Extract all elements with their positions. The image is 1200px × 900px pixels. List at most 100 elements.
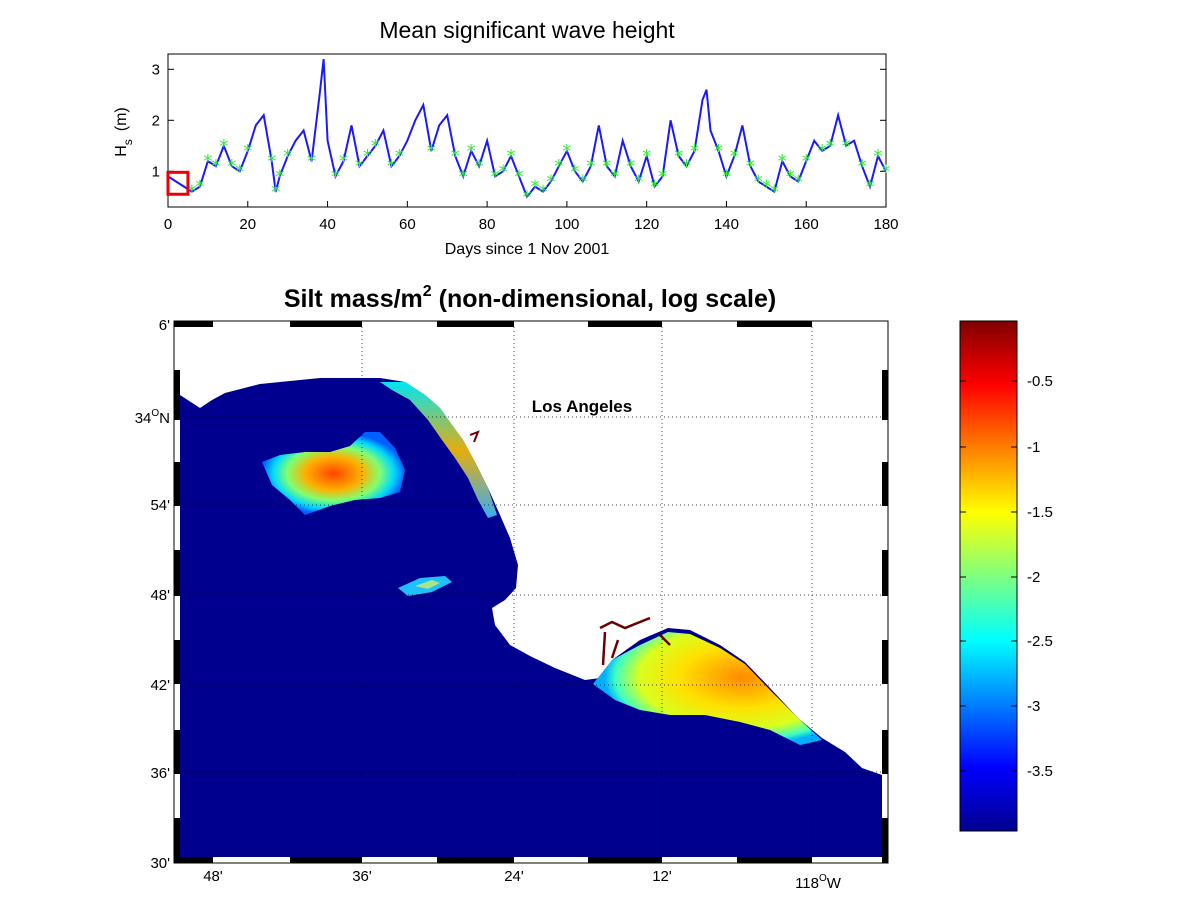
border-tick-left bbox=[174, 462, 180, 506]
observation-marker: * bbox=[307, 151, 316, 172]
observation-marker: * bbox=[682, 156, 691, 177]
observation-marker: * bbox=[515, 166, 524, 187]
x-tick-label: 60 bbox=[399, 216, 416, 233]
x-tick-label: 40 bbox=[319, 216, 336, 233]
x-tick-label: 160 bbox=[794, 216, 819, 233]
observation-marker: * bbox=[866, 177, 875, 198]
observation-marker: * bbox=[714, 141, 723, 162]
observation-marker: * bbox=[570, 161, 579, 182]
border-tick-right bbox=[882, 640, 888, 684]
x-tick-labels: 0 20 40 60 80 100 120 140 160 180 bbox=[164, 216, 899, 233]
x-tick-label: 140 bbox=[714, 216, 739, 233]
border-tick-top bbox=[437, 321, 514, 327]
top-chart-frame bbox=[167, 53, 887, 208]
colorbar-tick-label: -2 bbox=[1027, 569, 1040, 586]
silt-hotspot-north bbox=[262, 432, 405, 515]
svg-text:Hs(m): Hs (m) bbox=[113, 107, 135, 157]
observation-marker: * bbox=[499, 161, 508, 182]
observation-marker: * bbox=[690, 141, 699, 162]
observation-marker: * bbox=[395, 146, 404, 167]
lat-label-36: 36' bbox=[150, 765, 170, 782]
observation-marker: * bbox=[546, 172, 555, 193]
observation-marker: * bbox=[271, 182, 280, 203]
observation-marker: * bbox=[746, 156, 755, 177]
lat-label-54: 54' bbox=[150, 497, 170, 514]
lon-118-suffix: W bbox=[827, 875, 842, 892]
border-tick-bottom bbox=[437, 857, 514, 863]
observation-marker: * bbox=[427, 141, 436, 162]
observation-marker: * bbox=[634, 172, 643, 193]
observation-marker: * bbox=[467, 141, 476, 162]
colorbar-tick-label: -3.5 bbox=[1027, 763, 1053, 780]
border-tick-right bbox=[882, 370, 888, 420]
border-tick-left bbox=[174, 730, 180, 774]
border-tick-bottom bbox=[737, 857, 812, 863]
colorbar: -0.5 -1 -1.5 -2 -2.5 -3 -3.5 bbox=[959, 320, 1053, 832]
lat-34-suffix: N bbox=[159, 410, 170, 427]
observation-marker: * bbox=[451, 146, 460, 167]
lat-label-42: 42' bbox=[150, 677, 170, 694]
observation-marker: * bbox=[610, 166, 619, 187]
harbor-detail-2 bbox=[469, 430, 480, 443]
observation-marker: * bbox=[626, 156, 635, 177]
border-tick-bottom bbox=[290, 857, 362, 863]
observation-marker: * bbox=[227, 156, 236, 177]
observation-marker: * bbox=[363, 146, 372, 167]
observation-marker: * bbox=[642, 146, 651, 167]
observation-marker: * bbox=[874, 146, 883, 167]
observation-marker: * bbox=[283, 146, 292, 167]
observation-marker: * bbox=[267, 151, 276, 172]
observation-marker: * bbox=[586, 156, 595, 177]
border-tick-top bbox=[737, 321, 812, 327]
observation-marker: * bbox=[602, 156, 611, 177]
silt-coastal-strip bbox=[380, 382, 497, 518]
x-tick-label: 20 bbox=[239, 216, 256, 233]
map-title: Silt mass/m2 (non-dimensional, log scale… bbox=[284, 283, 776, 313]
observation-marker: * bbox=[187, 182, 196, 203]
border-tick-right bbox=[882, 550, 888, 596]
y-label-unit: (m) bbox=[113, 107, 130, 131]
x-axis-label: Days since 1 Nov 2001 bbox=[445, 241, 610, 258]
wave-height-chart: Mean significant wave height 0 20 40 60 80 10… bbox=[113, 17, 899, 258]
border-tick-top bbox=[174, 321, 213, 327]
border-tick-bottom bbox=[588, 857, 662, 863]
observation-marker: * bbox=[538, 182, 547, 203]
colorbar-tick-label: -1 bbox=[1027, 439, 1040, 456]
border-tick-right bbox=[882, 462, 888, 506]
colorbar-tick-label: -0.5 bbox=[1027, 373, 1053, 390]
observation-marker: * bbox=[475, 156, 484, 177]
observation-marker: * bbox=[778, 151, 787, 172]
observation-marker: * bbox=[275, 166, 284, 187]
latitude-labels: 6' 34ON 54' 48' 42' 36' 30' bbox=[135, 317, 170, 872]
colorbar-ticks: -0.5 -1 -1.5 -2 -2.5 -3 -3.5 bbox=[960, 373, 1053, 780]
border-tick-left bbox=[174, 550, 180, 596]
lat-34-sup: O bbox=[151, 408, 159, 419]
border-tick-left bbox=[174, 640, 180, 684]
lat-label-48: 48' bbox=[150, 587, 170, 604]
colorbar-tick-label: -3 bbox=[1027, 698, 1040, 715]
colorbar-tick-label: -1.5 bbox=[1027, 504, 1053, 521]
observation-marker: * bbox=[339, 151, 348, 172]
harbor-detail bbox=[599, 616, 671, 666]
observation-marker: * bbox=[882, 161, 891, 182]
observation-marker: * bbox=[355, 156, 364, 177]
silt-map: Silt mass/m2 (non-dimensional, log scale… bbox=[135, 283, 889, 892]
observation-markers: ******** **** *** ***** * **** ************* **… bbox=[187, 136, 890, 208]
y-label-sub: s bbox=[121, 139, 135, 145]
lon-label-118w: 118OW bbox=[795, 873, 842, 892]
observation-marker: * bbox=[826, 136, 835, 157]
lon-118-sup: O bbox=[819, 873, 827, 884]
colorbar-gradient bbox=[959, 320, 1018, 832]
highlight-box bbox=[166, 170, 190, 196]
observation-marker: * bbox=[219, 136, 228, 157]
lat-34-deg: 34 bbox=[135, 410, 152, 427]
x-tick-label: 80 bbox=[479, 216, 496, 233]
city-label: Los Angeles bbox=[532, 397, 632, 416]
observation-marker: * bbox=[730, 146, 739, 167]
observation-marker: * bbox=[658, 166, 667, 187]
colorbar-tick-label: -2.5 bbox=[1027, 633, 1053, 650]
observation-marker: * bbox=[491, 166, 500, 187]
border-tick-left bbox=[174, 370, 180, 420]
longitude-labels: 48' 36' 24' 12' 118OW bbox=[203, 868, 842, 892]
observation-marker: * bbox=[762, 177, 771, 198]
